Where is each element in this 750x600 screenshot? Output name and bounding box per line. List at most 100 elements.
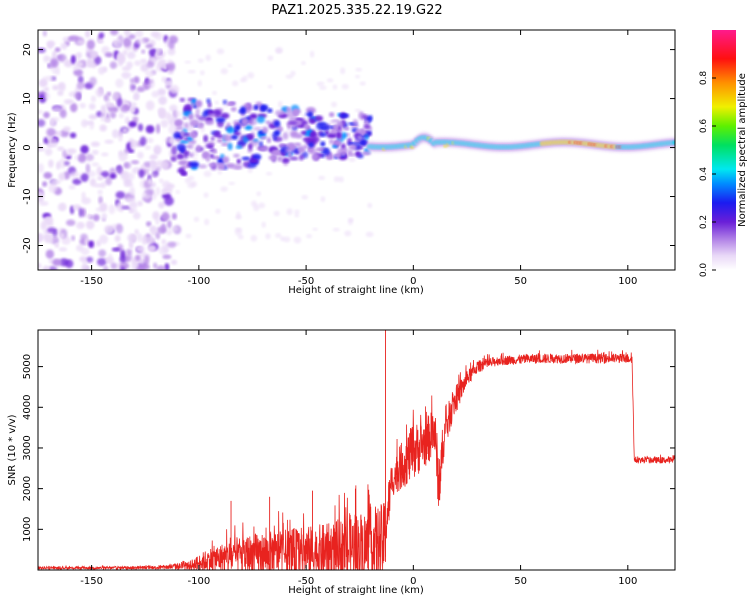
spectrogram-cell: [362, 114, 369, 120]
spectrogram-cell: [107, 253, 113, 262]
spectrogram-cell: [202, 151, 210, 158]
spectrogram-cell: [111, 247, 121, 252]
spectrogram-cell: [68, 185, 76, 190]
spectrogram-cell: [50, 57, 60, 68]
spectrogram-cell: [48, 159, 54, 168]
spectrogram-cell: [133, 91, 140, 101]
spectrogram-cell: [110, 262, 117, 270]
spectrogram-cell: [101, 46, 110, 55]
spectrogram-cell: [309, 50, 315, 58]
spectrogram-cell: [139, 136, 147, 147]
spectrogram-cell: [96, 257, 107, 267]
spectrogram-cell: [90, 95, 97, 103]
spectrogram-cell: [227, 64, 233, 68]
spectrogram-cell: [201, 112, 208, 117]
spectrogram-cell: [166, 241, 177, 248]
spectrogram-cell: [167, 48, 176, 56]
spectrogram-cell: [285, 74, 294, 79]
spectrogram-cell: [222, 156, 230, 164]
spectrogram-cell: [109, 61, 117, 69]
spectrogram-cell: [193, 216, 200, 222]
spectrogram-cell: [205, 156, 211, 162]
spectrogram-cell: [57, 146, 65, 152]
spectrogram-cell: [144, 145, 151, 150]
spectrogram-cell: [137, 151, 144, 159]
spectrogram-cell: [309, 118, 316, 124]
spectrogram-cell: [341, 83, 349, 90]
spectrogram-cell: [159, 178, 164, 184]
spectrogram-cell: [91, 162, 100, 167]
spectrogram-cell: [239, 106, 247, 115]
spectrogram-cell: [145, 100, 155, 111]
spectrogram-cell: [104, 224, 114, 235]
spectrogram-cell: [256, 115, 265, 124]
colorbar-tick-label: 0.8: [699, 71, 709, 86]
spectrogram-cell: [70, 102, 78, 113]
spectrogram-cell: [176, 138, 181, 143]
spectrogram-cell: [289, 156, 299, 161]
snr-y-tick-label: 4000: [22, 395, 33, 420]
spectrogram-cell: [130, 160, 140, 165]
snr-x-axis-label: Height of straight line (km): [288, 585, 424, 596]
snr-y-tick-label: 2000: [22, 476, 33, 501]
spectrogram-cell: [244, 125, 253, 131]
spectrogram-cell: [352, 119, 358, 126]
spectrogram-cell: [58, 247, 68, 252]
spectrogram-cell: [222, 134, 233, 142]
spectrogram-cell: [237, 140, 242, 146]
spectrogram-cell: [95, 87, 105, 98]
spectrogram-cell: [82, 258, 87, 268]
spectrogram-cell: [38, 147, 46, 152]
spectrogram-cell: [78, 154, 87, 163]
spectrogram-cell: [141, 49, 146, 54]
spectrogram-cell: [153, 144, 162, 155]
spectrogram-cell: [43, 215, 54, 226]
spectrogram-cell: [204, 218, 210, 226]
spectrogram-cell: [174, 119, 184, 127]
spectrogram-cell: [228, 181, 236, 186]
spectrogram-cell: [106, 102, 115, 108]
spectrogram-cell: [94, 56, 102, 65]
spectrogram-x-tick-label: -50: [298, 276, 314, 287]
spectrogram-cell: [104, 139, 114, 144]
spectrogram-x-axis-label: Height of straight line (km): [288, 285, 424, 296]
spectrogram-cell: [48, 266, 58, 270]
spectrogram-cell: [176, 153, 185, 160]
spectrogram-cell: [126, 61, 133, 69]
spectrogram-cell: [156, 265, 166, 270]
spectrogram-x-tick-label: -150: [80, 276, 103, 287]
spectrogram-cell: [184, 177, 191, 184]
spectrogram-cell: [103, 265, 109, 270]
spectrogram-cell: [249, 113, 258, 120]
spectrogram-cell: [126, 51, 136, 59]
spectrogram-cell: [97, 175, 104, 181]
spectrogram-cell: [98, 32, 105, 39]
spectrogram-cell: [57, 90, 64, 97]
spectrogram-cell: [111, 129, 120, 139]
spectrogram-cell: [220, 186, 228, 192]
spectrogram-cell: [305, 107, 316, 114]
spectrogram-cell: [78, 207, 83, 218]
spectrogram-cell: [86, 256, 94, 263]
spectrogram-cell: [248, 158, 259, 164]
spectrogram-cell: [336, 121, 344, 127]
spectrogram-cell: [339, 146, 348, 154]
spectrogram-cell: [220, 68, 228, 75]
spectrogram-cell: [118, 132, 123, 142]
spectrogram-cell: [333, 176, 340, 183]
spectrogram-cell: [260, 136, 268, 140]
snr-y-tick-label: 5000: [22, 354, 33, 379]
spectrogram-cell: [90, 141, 100, 147]
spectrogram-cell: [319, 126, 329, 130]
spectrogram-cell: [294, 209, 300, 214]
spectrogram-cell: [155, 167, 161, 172]
spectrogram-cell: [216, 48, 225, 55]
spectrogram-cell: [124, 116, 130, 125]
spectrogram-cell: [115, 191, 126, 199]
spectrogram-cell: [187, 69, 196, 74]
spectrogram-cell: [246, 133, 254, 139]
spectrogram-cell: [247, 166, 253, 174]
spectrogram-cell: [365, 231, 374, 237]
spectrogram-cell: [234, 124, 241, 131]
spectrogram-cell: [70, 54, 76, 65]
